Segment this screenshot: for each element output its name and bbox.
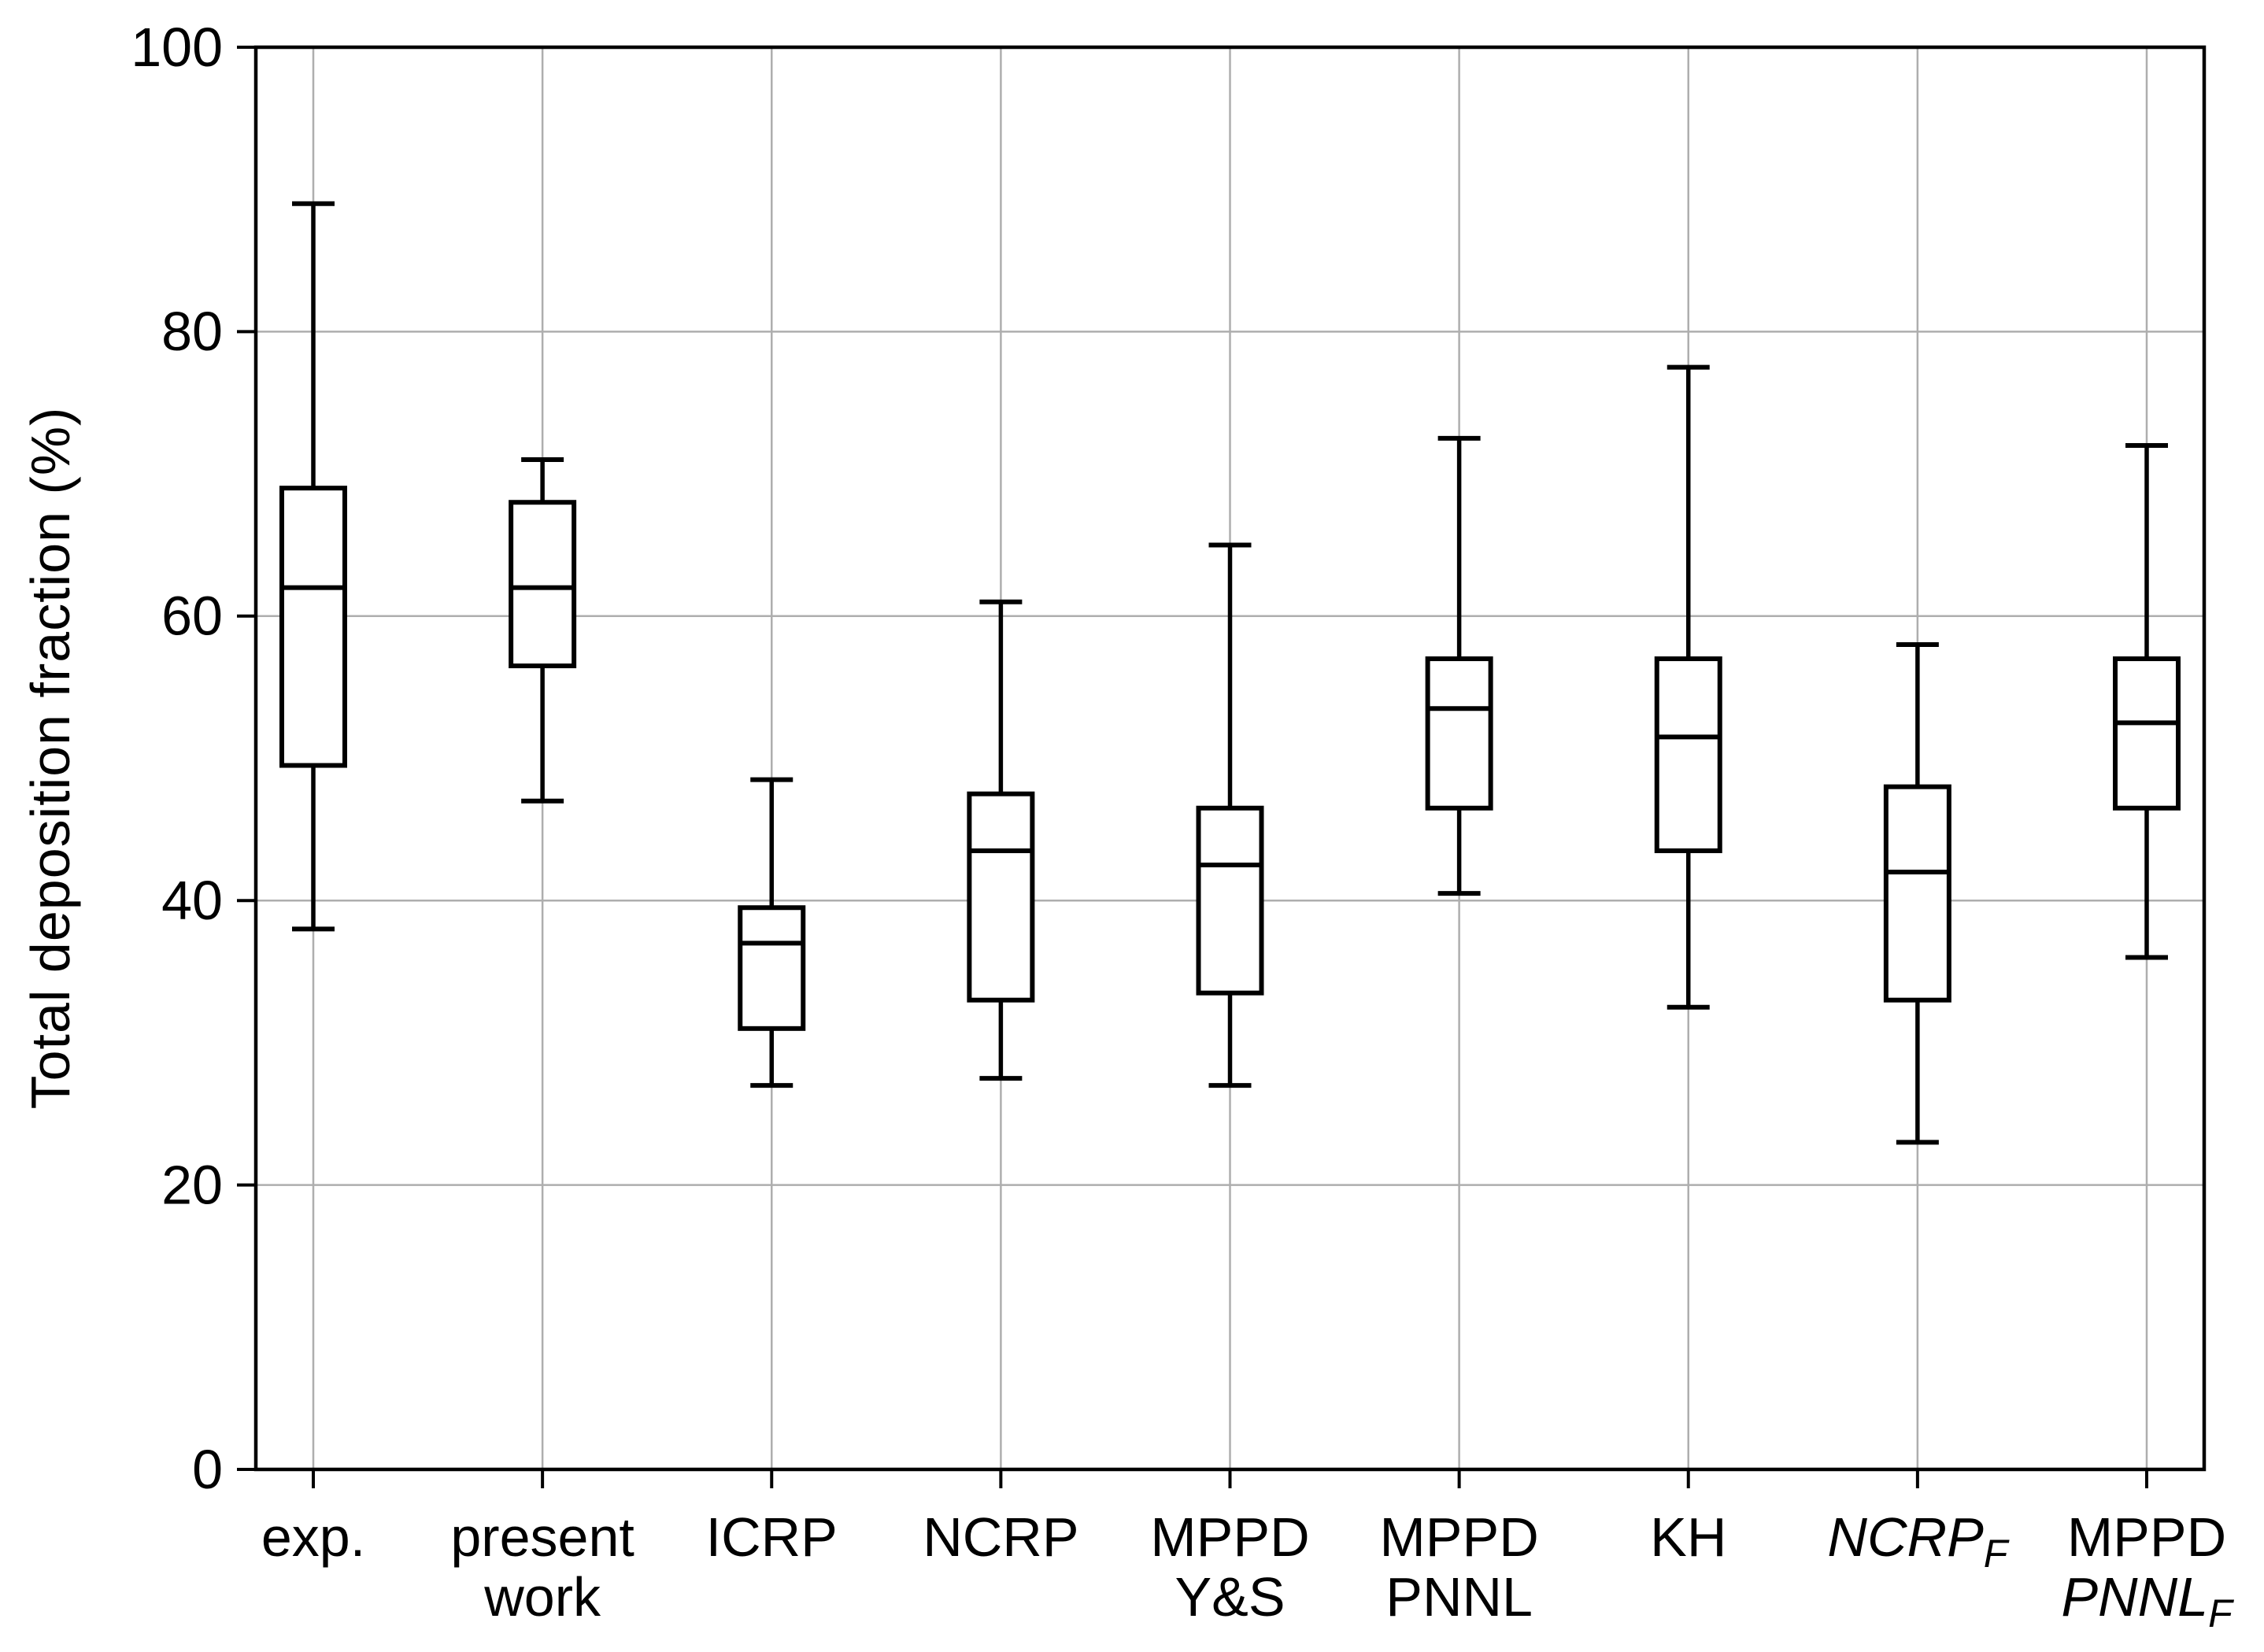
iqr-box: [1654, 656, 1722, 853]
iqr-box: [1883, 784, 1951, 1003]
box-ncrp: [967, 599, 1035, 1081]
x-tick-label-icrp: ICRP: [706, 1506, 838, 1568]
y-axis: 0 20 40 60 80 100: [131, 17, 256, 1500]
box-mppd-ys: [1196, 542, 1264, 1088]
x-tick-label-ncrp: NCRP: [923, 1506, 1078, 1568]
x-tick-label-present-work: present work: [450, 1506, 634, 1628]
iqr-box: [738, 905, 806, 1031]
x-tick-label-ncrp-f: NCRPF: [1827, 1506, 2009, 1576]
x-tick-label-kh: KH: [1650, 1506, 1726, 1568]
y-tick-label: 20: [161, 1154, 223, 1215]
box-ncrp-f: [1883, 641, 1951, 1145]
iqr-box: [1425, 656, 1493, 811]
iqr-box: [967, 791, 1035, 1003]
box-mppd-pnnl-f: [2113, 442, 2181, 960]
box-kh: [1654, 364, 1722, 1010]
box-icrp: [738, 777, 806, 1088]
x-tick-label-mppd-pnnl-f: MPPD PNNLF: [2061, 1506, 2234, 1635]
x-axis: exp. present work ICRP NCRP MPPD Y&S MPPD PNNL KH…: [261, 1469, 2234, 1635]
y-tick-label: 0: [192, 1439, 223, 1500]
x-tick-label-mppd-pnnl: MPPD PNNL: [1380, 1506, 1539, 1628]
x-tick-label-exp: exp.: [261, 1506, 365, 1568]
y-axis-label: Total deposition fraction (%): [20, 406, 81, 1110]
box-present-work: [509, 457, 577, 804]
iqr-box: [279, 486, 347, 768]
y-tick-label: 60: [161, 586, 223, 647]
x-tick-label-mppd-ys: MPPD Y&S: [1150, 1506, 1309, 1628]
y-tick-label: 80: [161, 301, 223, 362]
iqr-box: [2113, 656, 2181, 811]
iqr-box: [1196, 805, 1264, 996]
y-tick-label: 100: [131, 17, 223, 78]
y-tick-label: 40: [161, 870, 223, 931]
box-mppd-pnnl: [1425, 435, 1493, 896]
iqr-box: [509, 500, 577, 669]
box-exp: [279, 201, 347, 932]
